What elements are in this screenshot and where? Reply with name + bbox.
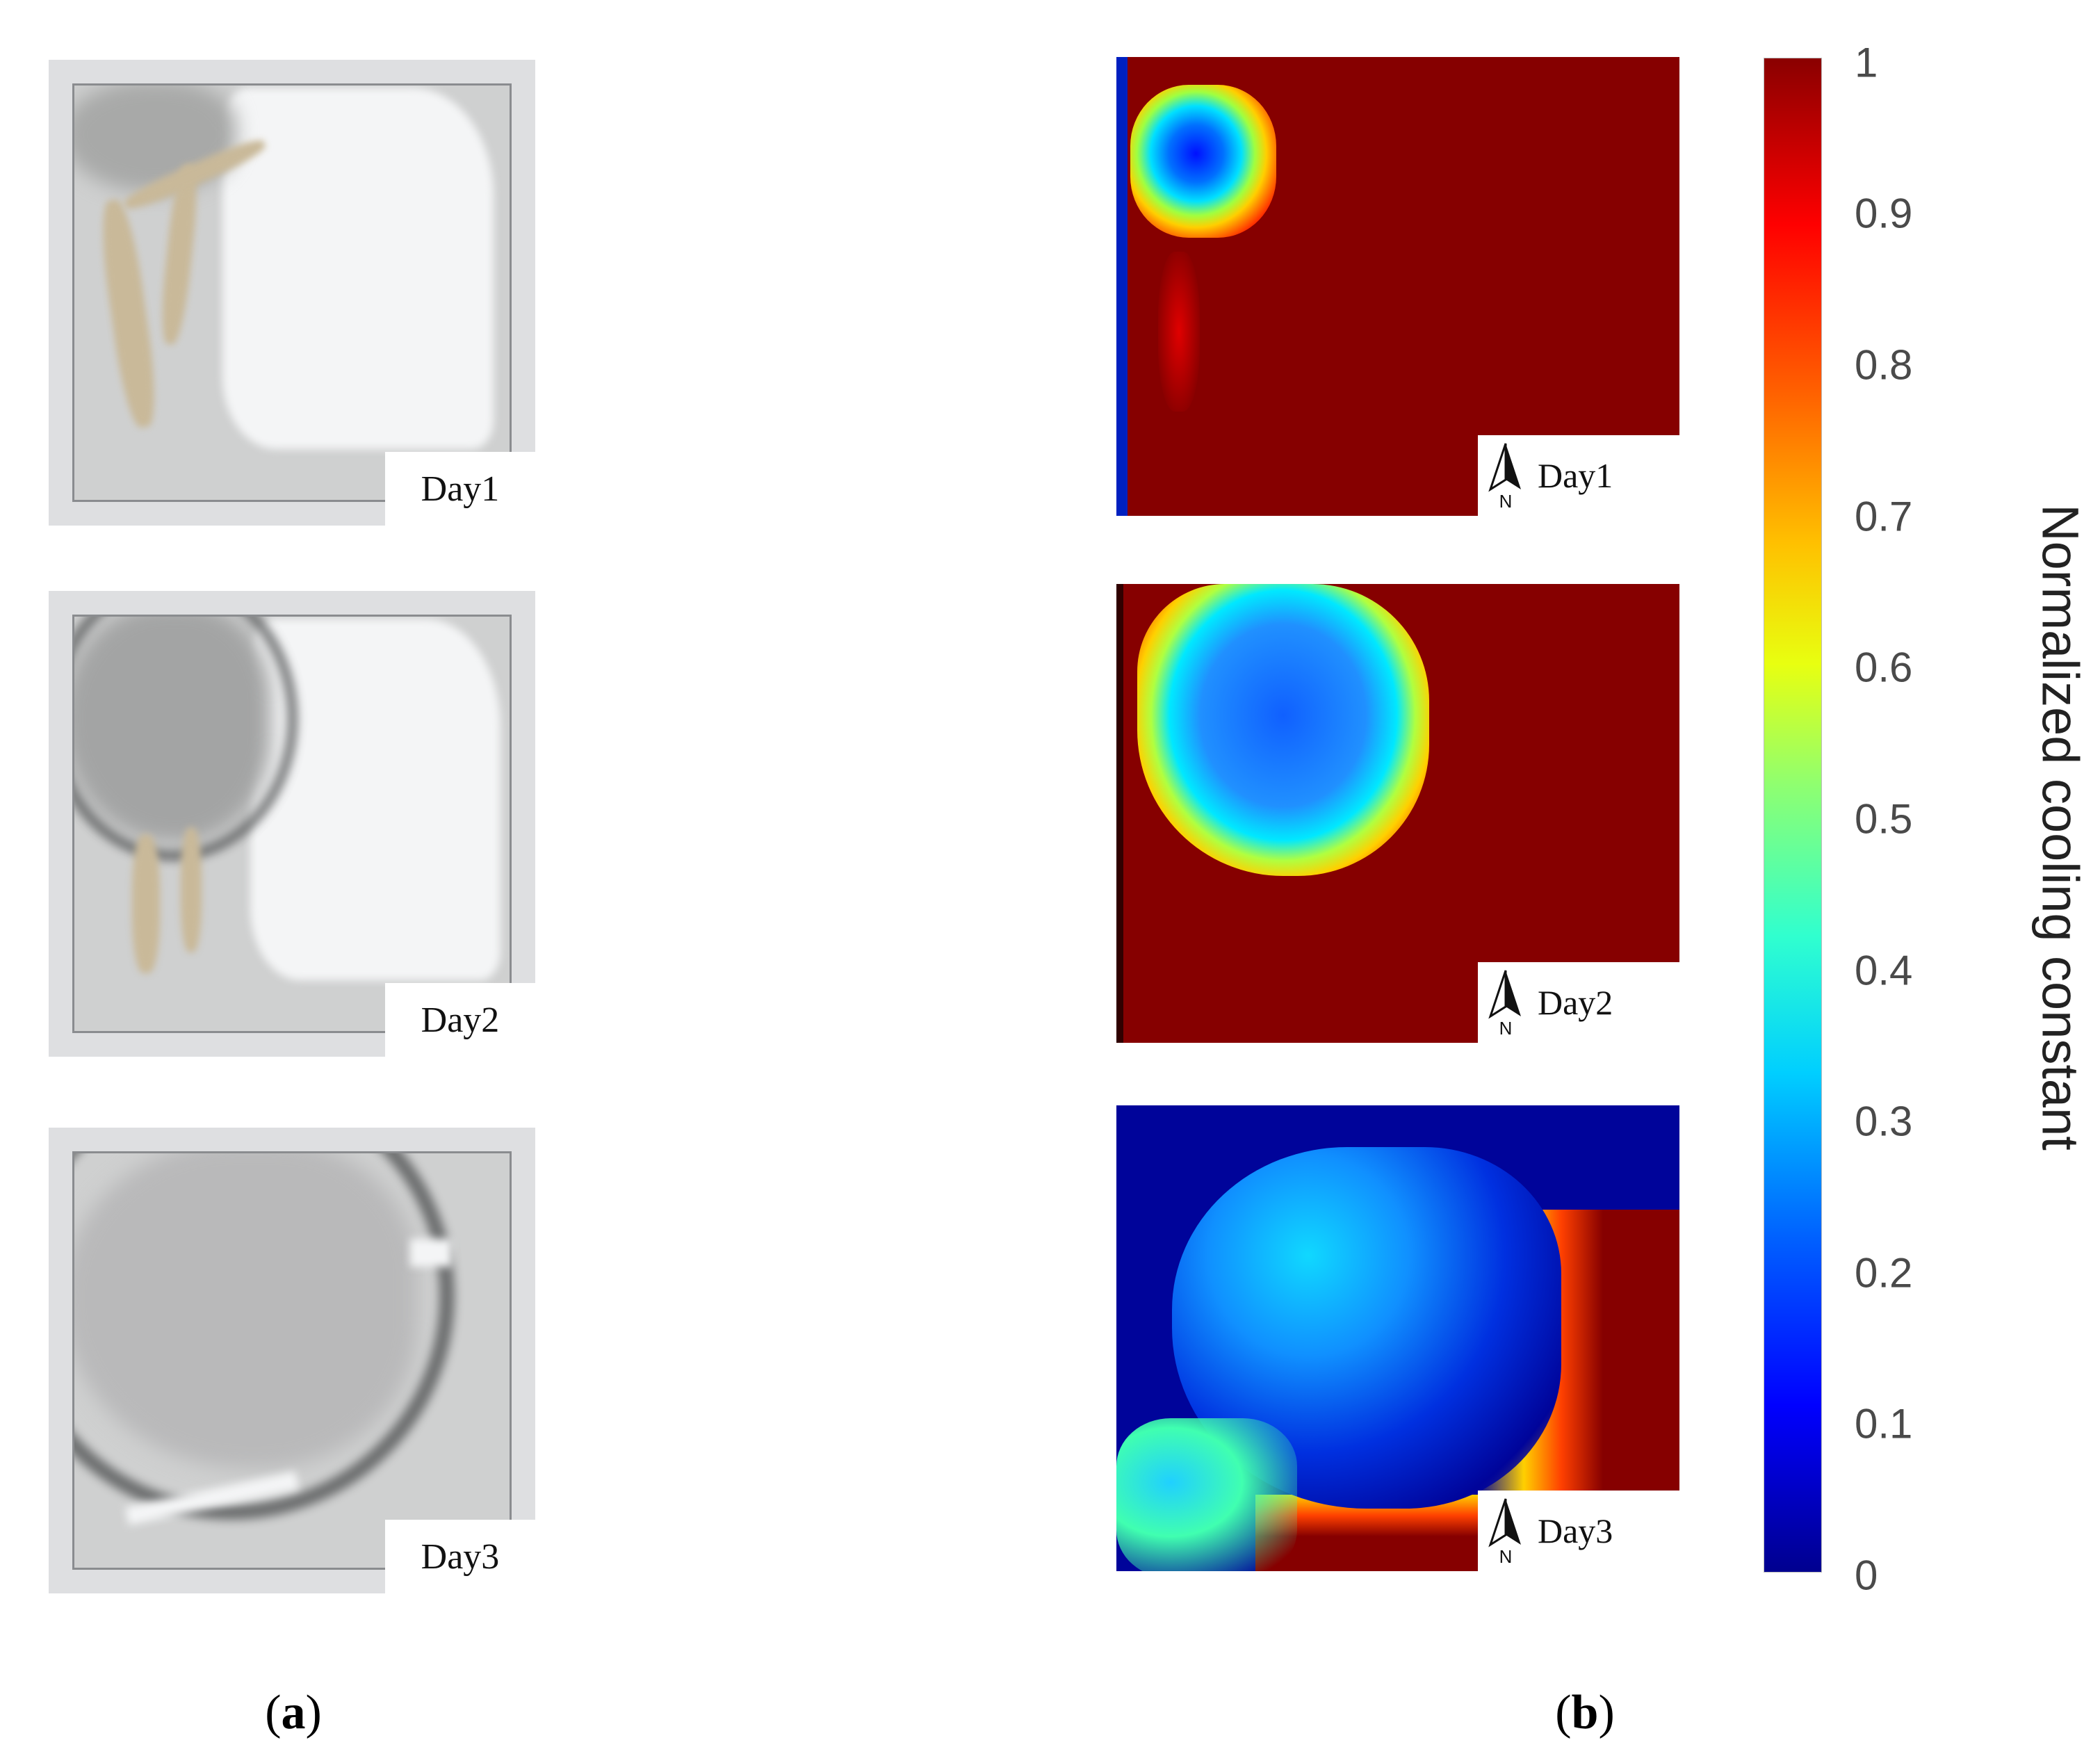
- colorbar-tick: 0.6: [1855, 644, 1913, 691]
- colorbar-tick: 0.3: [1855, 1098, 1913, 1145]
- north-label: N: [1499, 1546, 1513, 1566]
- colorbar-tick: 0.7: [1855, 493, 1913, 540]
- frame: [49, 60, 535, 526]
- left-edge: [1116, 57, 1128, 516]
- map-day1: N Day1: [1116, 57, 1679, 516]
- colorbar-title: Normalized cooling constant: [2031, 504, 2090, 1151]
- low-region: [1130, 85, 1276, 238]
- north-arrow-icon: N: [1488, 970, 1521, 1037]
- left-edge: [1116, 584, 1123, 1043]
- colorbar-tick: 1: [1855, 39, 1878, 86]
- day-label: Day3: [385, 1520, 535, 1593]
- frame: [49, 591, 535, 1057]
- north-arrow-icon: N: [1488, 1498, 1521, 1566]
- colorbar: [1764, 58, 1821, 1572]
- north-arrow-icon: N: [1488, 443, 1521, 510]
- colorbar-tick: 0.4: [1855, 947, 1913, 994]
- day-label: Day2: [1538, 983, 1613, 1022]
- day-label: Day1: [1538, 456, 1613, 495]
- sand-streak: [132, 834, 160, 973]
- day-label: Day1: [385, 452, 535, 526]
- colorbar-tick: 0.5: [1855, 795, 1913, 843]
- map-day3: N Day3: [1116, 1105, 1679, 1571]
- north-label: N: [1499, 491, 1513, 510]
- day-label: Day2: [385, 983, 535, 1057]
- map-day2: N Day2: [1116, 584, 1679, 1043]
- photo-day3: Day3: [49, 1128, 535, 1593]
- panel-label-a: (a): [265, 1686, 322, 1739]
- white-patch: [222, 88, 494, 449]
- panel-label-b: (b): [1555, 1686, 1615, 1739]
- map-label: N Day3: [1478, 1491, 1679, 1571]
- map-label: N Day2: [1478, 962, 1679, 1043]
- red-streak: [1158, 252, 1200, 412]
- colorbar-tick: 0.1: [1855, 1400, 1913, 1447]
- colorbar-tick: 0.9: [1855, 190, 1913, 237]
- colorbar-tick: 0.8: [1855, 341, 1913, 389]
- white-patch: [410, 1239, 452, 1267]
- photo-day2: Day2: [49, 591, 535, 1057]
- low-region: [1137, 584, 1429, 876]
- sand-streak: [181, 827, 202, 952]
- north-label: N: [1499, 1018, 1513, 1037]
- cyan-corner: [1116, 1418, 1297, 1571]
- day-label: Day3: [1538, 1511, 1613, 1550]
- photo-day1: Day1: [49, 60, 535, 526]
- map-label: N Day1: [1478, 435, 1679, 516]
- colorbar-tick: 0: [1855, 1552, 1878, 1599]
- colorbar-tick: 0.2: [1855, 1249, 1913, 1297]
